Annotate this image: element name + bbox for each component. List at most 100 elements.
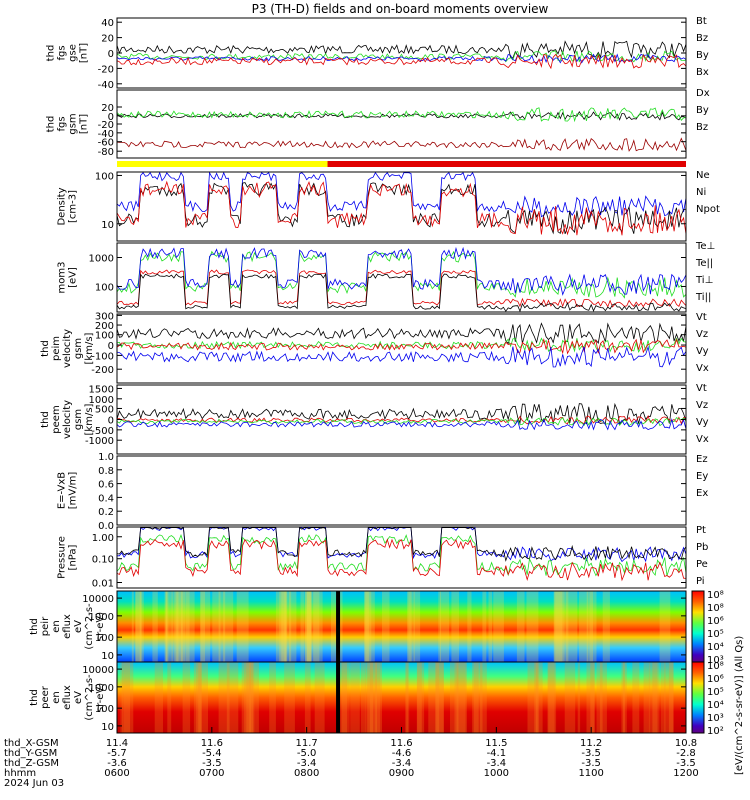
ylabel-line: fgs — [57, 45, 68, 60]
xtick-x_gsm: 11.6 — [201, 738, 223, 749]
xtick-hhmm: 1100 — [578, 768, 603, 779]
legend-fgs-gse-1: Bz — [696, 33, 708, 44]
ytick-label: 1.0 — [98, 452, 114, 463]
series-pressure-3 — [116, 538, 687, 582]
ylabel-peem-velocity: thd peem velocity gsm [km/s] — [40, 400, 95, 439]
ylabel-line: en — [51, 691, 62, 704]
series-density-0 — [116, 171, 687, 218]
colorbar-tick-upper: 10⁸ — [707, 603, 724, 614]
ytick-label: 10 — [101, 220, 114, 231]
series-density-1 — [116, 182, 687, 235]
ylabel-line: (cm^2-s- — [84, 674, 95, 721]
series-fgs-gse-1 — [116, 49, 687, 63]
xtick-x_gsm: 11.2 — [580, 738, 602, 749]
legend-peem-velocity-2: Vy — [696, 417, 709, 428]
legend-fgs-gsm-0: Dx — [696, 88, 710, 99]
colorbar-tick-upper: 10⁵ — [707, 629, 724, 640]
data-gap — [336, 591, 341, 662]
xtick-y_gsm: -5.7 — [107, 748, 127, 759]
legend-temperature-1: Te|| — [695, 258, 713, 269]
ytick-label: -40 — [98, 129, 114, 140]
ylabel-line: [mV/m] — [68, 472, 79, 510]
ylabel-fgs-gsm: thd fgs gsm [nT] — [46, 113, 90, 134]
ytick-label: 0.10 — [92, 555, 114, 566]
colorbar-tick-upper: 10⁴ — [707, 642, 724, 653]
ylabel-line: E=-VxB — [57, 472, 68, 509]
ylabel-line: peer — [40, 685, 51, 709]
xtick-y_gsm: -3.5 — [581, 748, 601, 759]
ytick-label: 100 — [95, 704, 114, 715]
ylabel-line: thd — [40, 411, 51, 428]
ylabel-line: mom3 — [57, 262, 68, 294]
ylabel-efield: E=-VxB [mV/m] — [57, 472, 79, 510]
legend-efield-0: Ez — [696, 454, 708, 465]
ylabel-line: thd — [40, 340, 51, 357]
legend-density-1: Ni — [696, 187, 706, 198]
ylabel-peer-eflux: thd peer en eflux eV (cm^2-s-sr-eV) — [29, 674, 106, 721]
series-temperature-1 — [116, 246, 687, 296]
ytick-label: -80 — [98, 147, 114, 158]
ytick-label: 10000 — [82, 594, 114, 605]
ylabel-line: eV — [73, 620, 84, 633]
series-fgs-gsm-0 — [116, 111, 687, 121]
ylabel-line: peem — [51, 405, 62, 433]
colorbar-tick-lower: 10⁵ — [707, 687, 724, 698]
ylabel-line: thd — [46, 116, 57, 133]
spectrogram-peer-eflux — [117, 662, 686, 733]
xtick-hhmm: 1200 — [673, 768, 698, 779]
legend-density-2: Npot — [696, 204, 720, 215]
legend-pressure-1: Pb — [696, 542, 708, 553]
ytick-label: 10 — [101, 722, 114, 733]
legend-temperature-2: Ti⊥ — [695, 275, 713, 286]
panel-density: 100 10 Density [cm-3] Ne Ni Npot — [57, 170, 720, 242]
frame-fgs-gsm — [116, 89, 687, 159]
ylabel-line: gse — [68, 44, 79, 62]
legend-fgs-gsm-2: Bz — [696, 122, 708, 133]
xtick-y_gsm: -4.6 — [392, 748, 412, 759]
ylabel-density: Density [cm-3] — [57, 187, 79, 225]
ylabel-line: velocity — [62, 400, 73, 439]
ytick-label: -40 — [98, 80, 114, 91]
ylabel-line: (cm^2-s- — [84, 603, 95, 650]
series-fgs-gsm-1 — [116, 107, 687, 123]
ytick-label: 0.4 — [98, 493, 114, 504]
ylabel-peir-eflux: thd peir en eflux eV (cm^2-s-sr-eV) — [29, 603, 106, 650]
ylabel-pressure: Pressure [nPa] — [57, 536, 79, 579]
ylabel-line: en — [51, 620, 62, 633]
ytick-label: 0 — [108, 112, 114, 123]
ytick-label: 100 — [95, 633, 114, 644]
series-peim-velocity-2 — [116, 338, 687, 355]
ytick-label: 100 — [95, 171, 114, 182]
ylabel-line: [km/s] — [84, 403, 95, 435]
spectrogram-peir-eflux — [117, 591, 686, 662]
legend-fgs-gsm-1: By — [696, 105, 709, 116]
colorbar-tick-upper: 10⁶ — [707, 616, 724, 627]
ylabel-line: thd — [46, 45, 57, 62]
ytick-label: 0.01 — [92, 579, 114, 590]
legend-fgs-gse-3: Bx — [696, 67, 709, 78]
ytick-label: -20 — [98, 64, 114, 75]
xtick-y_gsm: -5.0 — [297, 748, 317, 759]
chart-title: P3 (TH-D) fields and on-board moments ov… — [252, 2, 549, 16]
ytick-label: -1000 — [85, 436, 114, 447]
colorbar-tick-lower: 10³ — [707, 713, 724, 724]
colorbar-tick-lower: 10⁶ — [707, 674, 724, 685]
ytick-label: 20 — [101, 34, 114, 45]
ytick-label: -100 — [91, 351, 114, 362]
xtick-z_gsm: -3.5 — [581, 758, 601, 769]
ytick-label: 20 — [101, 103, 114, 114]
ytick-label: 500 — [95, 404, 114, 415]
colorbar-tick-lower: 10² — [707, 726, 724, 737]
series-peim-velocity-0 — [116, 322, 687, 345]
series-temperature-3 — [116, 272, 687, 313]
ytick-label: 1500 — [89, 384, 114, 395]
xtick-z_gsm: -3.4 — [297, 758, 317, 769]
ylabel-line: [cm-3] — [68, 190, 79, 223]
ylabel-line: gsm — [73, 338, 84, 359]
mode-bar-fast — [327, 161, 686, 167]
xtick-z_gsm: -3.4 — [392, 758, 412, 769]
colorbar-upper — [691, 590, 705, 663]
legend-temperature-0: Te⊥ — [695, 241, 715, 252]
